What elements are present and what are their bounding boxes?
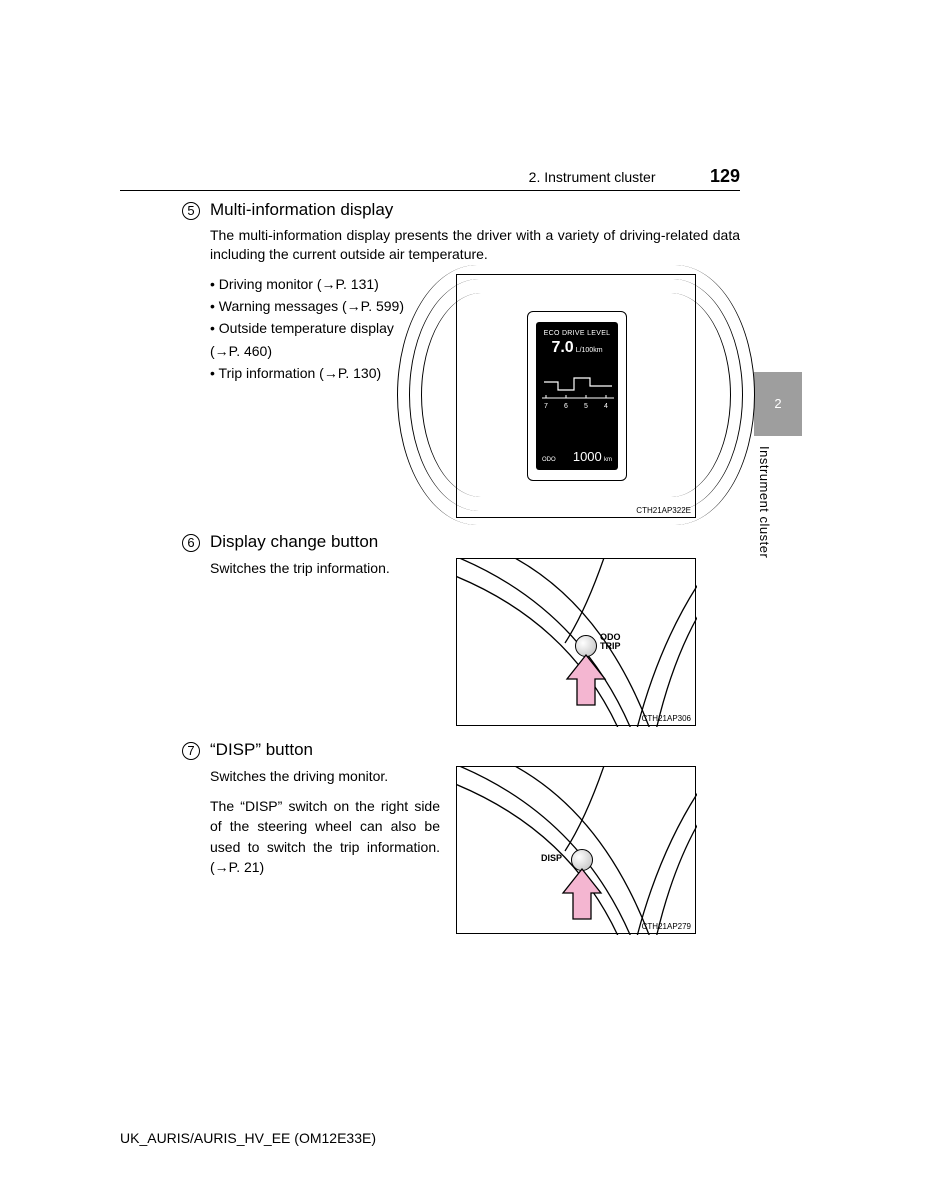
pointer-arrow-icon [565, 653, 607, 709]
pointer-arrow-icon [561, 867, 603, 923]
cluster-screen: ECO DRIVE LEVEL 7.0L/100km 7 6 5 [527, 311, 627, 481]
svg-text:4: 4 [604, 403, 608, 410]
section-desc-5: The multi-information display presents t… [210, 226, 740, 264]
section-number-7: 7 [182, 742, 200, 760]
section-6: 6 Display change button Switches the tri… [210, 532, 740, 726]
side-tab-number: 2 [774, 396, 781, 411]
figure-code: CTH21AP322E [636, 506, 691, 515]
section-5: 5 Multi-information display The multi-in… [210, 200, 740, 518]
bullet-item: • Warning messages (→P. 599) [210, 296, 440, 316]
svg-text:5: 5 [584, 403, 588, 410]
page-number: 129 [710, 166, 740, 187]
header-rule [120, 190, 740, 191]
section-title-7: “DISP” button [210, 740, 313, 760]
figure-disp-button: DISP CTH21AP279 [456, 766, 696, 934]
eco-value: 7.0L/100km [536, 339, 618, 357]
page-header: 2. Instrument cluster 129 [120, 166, 740, 187]
side-tab: 2 [754, 372, 802, 436]
svg-text:6: 6 [564, 403, 568, 410]
eco-label: ECO DRIVE LEVEL [536, 322, 618, 337]
section-7: 7 “DISP” button Switches the driving mon… [210, 740, 740, 934]
figure-display-change-button: ODOTRIP CTH21AP306 [456, 558, 696, 726]
disp-label: DISP [541, 853, 562, 863]
section-title-5: Multi-information display [210, 200, 393, 220]
footer-text: UK_AURIS/AURIS_HV_EE (OM12E33E) [120, 1130, 376, 1146]
chapter-label: 2. Instrument cluster [529, 169, 656, 185]
section-desc-7: Switches the driving monitor. The “DISP”… [210, 766, 440, 877]
section-number-6: 6 [182, 534, 200, 552]
side-tab-label: Instrument cluster [757, 446, 772, 558]
figure-multi-info-display: ECO DRIVE LEVEL 7.0L/100km 7 6 5 [456, 274, 696, 518]
odo-label: ODOTRIP [600, 633, 621, 651]
odo-label: ODO [542, 457, 556, 463]
figure-code: CTH21AP306 [642, 714, 691, 723]
section-number-5: 5 [182, 202, 200, 220]
svg-text:7: 7 [544, 403, 548, 410]
odo-row: ODO 1000 km [542, 449, 612, 464]
odo-value: 1000 [573, 449, 602, 464]
content-area: 5 Multi-information display The multi-in… [210, 200, 740, 948]
figure-code: CTH21AP279 [642, 922, 691, 931]
eco-graph: 7 6 5 4 [542, 376, 614, 410]
odo-unit: km [604, 457, 612, 463]
screen-inner: ECO DRIVE LEVEL 7.0L/100km 7 6 5 [536, 322, 618, 470]
section-desc-6: Switches the trip information. [210, 558, 440, 578]
bullet-item: • Driving monitor (→P. 131) [210, 274, 440, 294]
section-title-6: Display change button [210, 532, 378, 552]
